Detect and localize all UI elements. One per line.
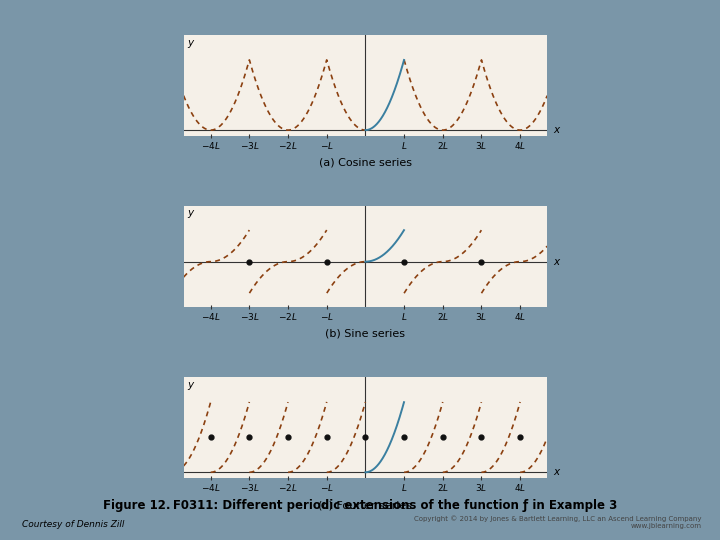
Text: Figure 12. F0311: Different periodic extensions of the function ƒ in Example 3: Figure 12. F0311: Different periodic ext…: [103, 500, 617, 512]
Text: Courtesy of Dennis Zill: Courtesy of Dennis Zill: [22, 520, 124, 529]
Text: $x$: $x$: [553, 125, 562, 135]
Text: $x$: $x$: [553, 467, 562, 477]
Text: $y$: $y$: [186, 380, 195, 392]
Text: (a) Cosine series: (a) Cosine series: [319, 158, 412, 168]
Text: (c) Fourier series: (c) Fourier series: [318, 500, 413, 510]
Text: $y$: $y$: [186, 38, 195, 50]
Text: Copyright © 2014 by Jones & Bartlett Learning, LLC an Ascend Learning Company
ww: Copyright © 2014 by Jones & Bartlett Lea…: [415, 515, 702, 529]
Text: $y$: $y$: [186, 208, 195, 220]
Text: (b) Sine series: (b) Sine series: [325, 329, 405, 339]
Text: $x$: $x$: [553, 256, 562, 267]
